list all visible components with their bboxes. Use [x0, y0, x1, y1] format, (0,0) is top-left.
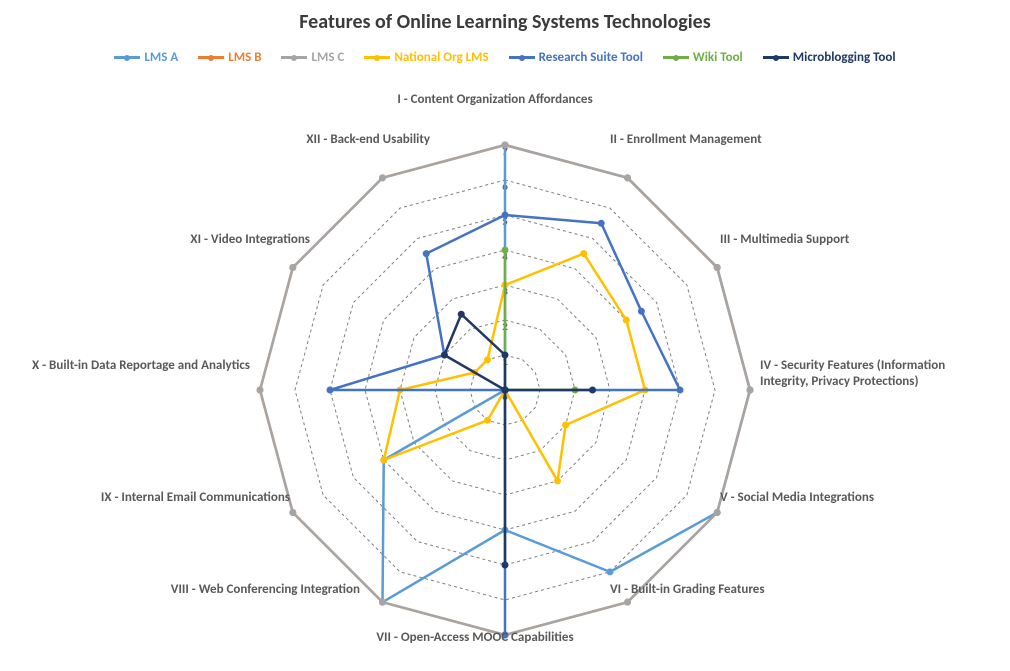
- series-marker: [257, 387, 264, 394]
- legend-item: LMS B: [198, 50, 261, 65]
- axis-label: VI - Built-in Grading Features: [610, 582, 830, 598]
- series-marker: [502, 352, 509, 359]
- axis-label: III - Multimedia Support: [720, 232, 920, 248]
- series-marker: [502, 247, 509, 254]
- legend-swatch: [364, 56, 390, 59]
- series-marker: [714, 264, 721, 271]
- axis-label: VII - Open-Access MOOC Capabilities: [360, 630, 590, 646]
- series-marker: [562, 422, 569, 429]
- series-line: [444, 314, 592, 565]
- series-marker: [747, 387, 754, 394]
- legend-item: Research Suite Tool: [509, 50, 643, 65]
- series-marker: [289, 264, 296, 271]
- series-marker: [554, 477, 561, 484]
- chart-title: Features of Online Learning Systems Tech…: [0, 10, 1010, 34]
- axis-label: IV - Security Features (Information Inte…: [760, 358, 990, 389]
- axis-label: V - Social Media Integrations: [720, 490, 940, 506]
- chart-container: Features of Online Learning Systems Tech…: [0, 0, 1010, 671]
- series-marker: [458, 311, 465, 318]
- series-marker: [327, 387, 334, 394]
- series-marker: [607, 568, 614, 575]
- legend-label: Microblogging Tool: [793, 50, 896, 65]
- axis-label: IX - Internal Email Communications: [60, 490, 290, 506]
- series-marker: [580, 250, 587, 257]
- legend-label: LMS C: [311, 50, 344, 65]
- series-marker: [379, 174, 386, 181]
- axis-label: II - Enrollment Management: [610, 132, 830, 148]
- series-marker: [623, 317, 630, 324]
- series-marker: [380, 457, 387, 464]
- legend-label: National Org LMS: [394, 50, 488, 65]
- axis-label: XI - Video Integrations: [110, 232, 310, 248]
- series-marker: [589, 387, 596, 394]
- series-marker: [502, 562, 509, 569]
- series-marker: [598, 220, 605, 227]
- legend-swatch: [509, 56, 535, 59]
- axis-label: I - Content Organization Affordances: [380, 92, 610, 108]
- legend-label: LMS A: [144, 50, 178, 65]
- series-marker: [502, 212, 509, 219]
- series-marker: [638, 308, 645, 315]
- axis-label: VIII - Web Conferencing Integration: [130, 582, 360, 598]
- legend-item: LMS C: [281, 50, 344, 65]
- series-marker: [423, 250, 430, 257]
- legend: LMS A LMS B LMS C National Org LMS Research …: [0, 50, 1010, 65]
- legend-swatch: [663, 56, 689, 59]
- legend-label: Research Suite Tool: [539, 50, 643, 65]
- axis-label: XII - Back-end Usability: [230, 132, 430, 148]
- series-marker: [624, 174, 631, 181]
- legend-item: Microblogging Tool: [763, 50, 896, 65]
- axis-label: X - Built-in Data Reportage and Analytic…: [20, 358, 250, 374]
- series-line: [384, 254, 645, 481]
- legend-item: Wiki Tool: [663, 50, 743, 65]
- series-marker: [289, 509, 296, 516]
- legend-swatch: [114, 56, 140, 59]
- legend-swatch: [763, 56, 789, 59]
- legend-item: LMS A: [114, 50, 178, 65]
- legend-label: LMS B: [228, 50, 261, 65]
- chart-area: 76543218 I - Content Organization Afford…: [0, 110, 1010, 670]
- series-marker: [714, 509, 721, 516]
- legend-label: Wiki Tool: [693, 50, 743, 65]
- series-marker: [502, 142, 509, 149]
- series-marker: [379, 599, 386, 606]
- series-marker: [441, 352, 448, 359]
- series-marker: [484, 356, 491, 363]
- series-marker: [677, 387, 684, 394]
- series-marker: [502, 387, 509, 394]
- series-marker: [624, 599, 631, 606]
- legend-swatch: [281, 56, 307, 59]
- legend-item: National Org LMS: [364, 50, 488, 65]
- series-marker: [484, 417, 491, 424]
- legend-swatch: [198, 56, 224, 59]
